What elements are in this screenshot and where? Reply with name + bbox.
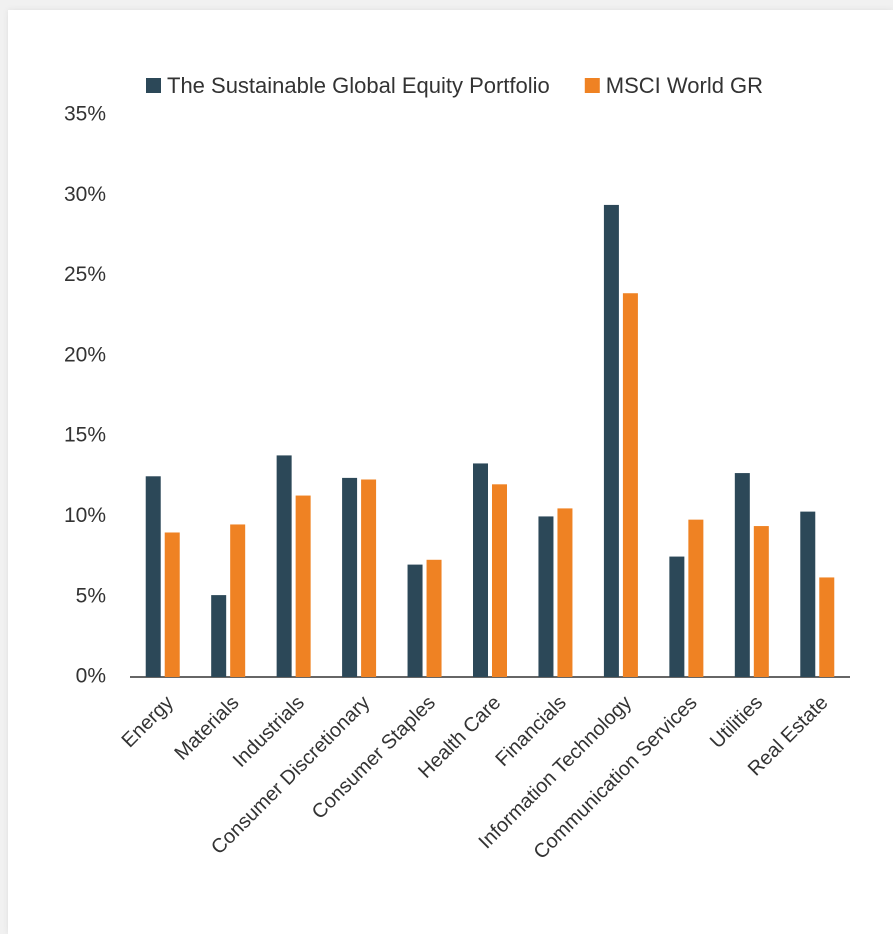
bar	[407, 564, 423, 677]
y-tick-label: 30%	[64, 183, 106, 206]
bar	[669, 556, 685, 677]
y-tick-label: 20%	[64, 343, 106, 366]
bar	[538, 516, 554, 677]
x-tick-label: Energy	[118, 692, 178, 752]
bar	[276, 455, 292, 677]
y-tick-label: 25%	[64, 263, 106, 286]
y-tick-label: 0%	[76, 665, 106, 688]
bar	[230, 524, 246, 677]
bar	[622, 293, 638, 677]
bar	[211, 595, 227, 677]
x-tick-label: Consumer Staples	[308, 692, 440, 824]
bar	[819, 577, 835, 677]
bar	[603, 204, 619, 678]
legend-swatch	[146, 78, 161, 93]
bar	[557, 508, 573, 677]
bar	[164, 532, 180, 677]
y-tick-label: 5%	[76, 584, 106, 607]
x-tick-label: Utilities	[706, 692, 767, 753]
bar	[688, 519, 704, 677]
legend-swatch	[584, 78, 600, 93]
y-tick-label: 15%	[64, 424, 106, 447]
bar	[800, 511, 816, 677]
bar	[295, 495, 311, 677]
legend-label: The Sustainable Global Equity Portfolio	[167, 73, 550, 98]
y-tick-label: 35%	[64, 103, 106, 126]
bar	[426, 559, 442, 677]
bar	[342, 477, 358, 677]
bar	[753, 526, 769, 677]
bar	[361, 479, 377, 677]
legend-label: MSCI World GR	[606, 73, 763, 98]
bar	[492, 484, 507, 677]
card	[8, 10, 893, 934]
bar	[734, 473, 750, 677]
bar	[145, 476, 161, 677]
bar	[473, 463, 488, 677]
y-tick-label: 10%	[64, 504, 106, 527]
